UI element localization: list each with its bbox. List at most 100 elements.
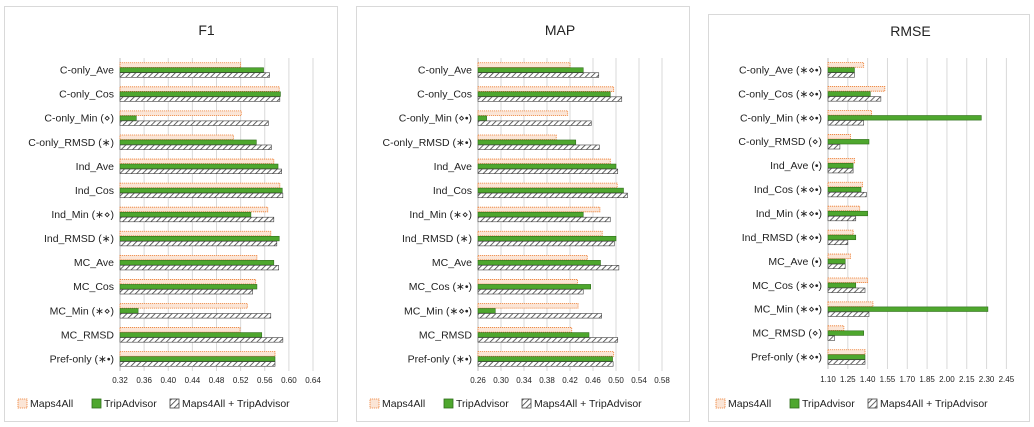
bar-tripadvisor	[477, 235, 617, 242]
category-label: Ind_Ave	[76, 161, 114, 173]
bar-combined	[827, 72, 855, 78]
x-tick-label: 1.70	[899, 375, 915, 384]
bar-maps4all	[477, 86, 615, 92]
category-label: MC_RMSD	[61, 329, 115, 341]
bar-combined	[477, 168, 619, 174]
bar-combined	[119, 337, 284, 343]
bar-tripadvisor	[477, 284, 591, 290]
bar-maps4all	[119, 182, 281, 189]
legend-combined-label: Maps4All + TripAdvisor	[880, 398, 988, 410]
bar-tripadvisor	[119, 139, 257, 145]
bar-maps4all	[827, 253, 851, 260]
category-label: C-only_Ave (∗⋄•)	[739, 64, 822, 76]
bar-maps4all	[477, 62, 571, 68]
legend-combined-swatch	[521, 398, 532, 409]
bar-combined	[119, 96, 281, 102]
bar-maps4all	[477, 110, 569, 116]
f1-chart-svg: F1 0.32 0.36 0.40 0.44 0.48 0.52 0.56 0.60 0.64 C-…	[4, 6, 338, 422]
legend-tripadvisor-swatch	[91, 398, 102, 409]
legend-combined: Maps4All + TripAdvisor	[169, 398, 290, 410]
bar-tripadvisor	[477, 115, 487, 121]
bar-combined	[477, 96, 623, 102]
legend-maps4all: Maps4All	[715, 398, 771, 410]
bar-tripadvisor	[119, 67, 264, 73]
category-label: Ind_RMSD (∗)	[402, 233, 472, 245]
x-tick-label: 0.32	[112, 376, 128, 385]
category-label: MC_Cos	[73, 281, 114, 293]
legend-tripadvisor: TripAdvisor	[91, 398, 157, 410]
bar-tripadvisor	[477, 163, 617, 169]
bar-maps4all	[477, 158, 611, 165]
legend-maps4all: Maps4All	[17, 398, 73, 410]
legend-tripadvisor: TripAdvisor	[789, 398, 855, 410]
x-tick-label: 0.64	[305, 376, 321, 385]
bar-tripadvisor	[119, 235, 280, 242]
chart-title: MAP	[545, 22, 575, 38]
category-label: MC_Ave	[432, 257, 472, 269]
bar-tripadvisor	[119, 115, 137, 121]
bar-tripadvisor	[477, 91, 611, 97]
bar-combined	[477, 313, 602, 319]
bar-maps4all	[119, 254, 258, 261]
category-label: Pref-only (∗•)	[50, 353, 114, 365]
legend-combined: Maps4All + TripAdvisor	[867, 398, 988, 410]
bar-maps4all	[827, 301, 874, 307]
legend-maps4all-label: Maps4All	[728, 398, 771, 410]
bar-combined	[119, 313, 272, 319]
category-label: MC_Cos (∗⋄•)	[752, 280, 822, 292]
x-tick-label: 0.36	[136, 376, 152, 385]
bar-maps4all	[477, 327, 573, 333]
bar-tripadvisor	[119, 260, 275, 266]
bar-tripadvisor	[827, 330, 864, 336]
legend-combined-swatch	[169, 398, 180, 409]
bar-tripadvisor	[827, 91, 871, 97]
bar-combined	[119, 216, 275, 223]
bar-maps4all	[119, 134, 234, 140]
category-label: MC_RMSD (⋄)	[752, 328, 822, 340]
x-tick-label: 2.15	[959, 375, 975, 384]
x-tick-label: 0.48	[209, 376, 225, 385]
category-label: Pref-only (∗⋄•)	[751, 352, 822, 364]
bar-tripadvisor	[827, 186, 862, 193]
bar-maps4all	[477, 230, 603, 237]
bar-tripadvisor	[827, 67, 855, 73]
bar-maps4all	[827, 229, 854, 236]
map-chart-panel: MAP 0.26 0.30 0.34 0.38 0.42 0.46 0.50 0.54 0.58 C…	[356, 6, 690, 422]
bar-combined	[827, 96, 882, 102]
rmse-chart-svg: RMSE 1.10 1.25 1.40 1.55 1.70 1.85 2.00 2.15 2.30…	[708, 14, 1030, 422]
category-label: Ind_RMSD (∗)	[44, 233, 114, 245]
bar-maps4all	[827, 181, 863, 188]
legend-maps4all-label: Maps4All	[382, 398, 425, 410]
bar-tripadvisor	[477, 139, 577, 145]
legend-maps4all-label: Maps4All	[30, 398, 73, 410]
f1-chart-panel: F1 0.32 0.36 0.40 0.44 0.48 0.52 0.56 0.60 0.64 C-…	[4, 6, 338, 422]
x-tick-label: 0.40	[160, 376, 176, 385]
bar-tripadvisor	[477, 260, 601, 266]
category-label: MC_Min (∗⋄•)	[404, 305, 472, 317]
category-label: Ind_Min (∗⋄)	[51, 209, 114, 221]
category-label: MC_RMSD	[419, 329, 473, 341]
bar-combined	[119, 144, 272, 150]
bar-combined	[477, 120, 592, 126]
bar-tripadvisor	[477, 67, 584, 73]
category-label: Pref-only (∗•)	[408, 353, 472, 365]
category-label: C-only_RMSD (∗)	[28, 137, 114, 149]
bar-combined	[827, 168, 854, 174]
category-label: MC_Cos (∗•)	[409, 281, 472, 293]
bar-combined	[477, 192, 628, 199]
x-tick-label: 1.25	[840, 375, 856, 384]
bar-maps4all	[477, 351, 615, 357]
bar-combined	[827, 311, 870, 317]
bar-tripadvisor	[827, 282, 857, 288]
x-tick-label: 1.85	[919, 375, 935, 384]
bar-maps4all	[119, 327, 241, 333]
bar-combined	[827, 335, 835, 341]
category-label: C-only_Cos (∗⋄•)	[738, 88, 822, 100]
bar-combined	[119, 289, 253, 295]
bar-maps4all	[119, 206, 269, 213]
legend-maps4all-swatch	[17, 398, 28, 409]
x-tick-label: 0.56	[257, 376, 273, 385]
legend-combined-swatch	[867, 398, 878, 409]
bar-tripadvisor	[477, 356, 613, 362]
bar-combined	[827, 239, 849, 246]
